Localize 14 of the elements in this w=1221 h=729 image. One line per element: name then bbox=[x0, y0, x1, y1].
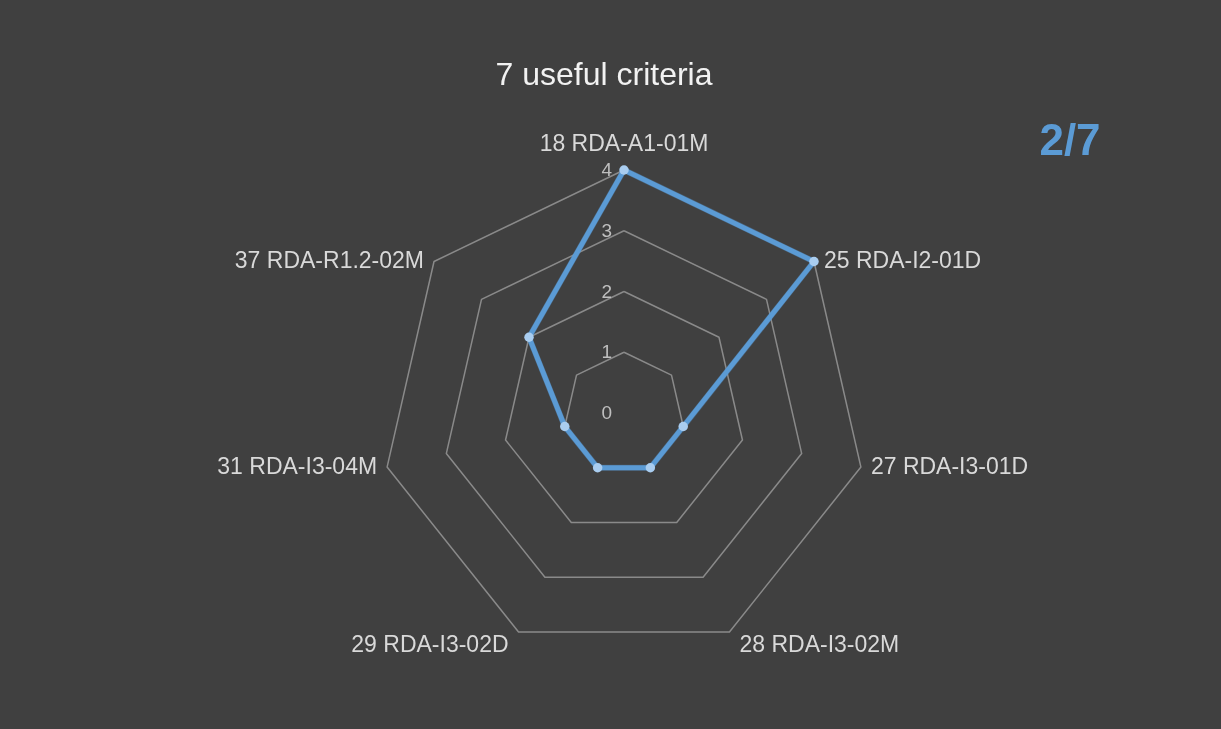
spoke-label: 27 RDA-I3-01D bbox=[870, 453, 1029, 480]
y-tick-label: 0 bbox=[601, 402, 612, 423]
y-tick-label: 3 bbox=[601, 219, 612, 241]
spoke-label: 37 RDA-R1.2-02M bbox=[234, 247, 425, 274]
text: 2/7 bbox=[1039, 115, 1101, 164]
spoke-label: 31 RDA-I3-04M bbox=[217, 453, 378, 480]
y-tick-label: 1 bbox=[601, 341, 612, 363]
y-tick-label: 4 bbox=[601, 159, 613, 180]
y-tick-label: 2 bbox=[601, 280, 612, 302]
spoke-label: 28 RDA-I3-02M bbox=[739, 630, 900, 657]
spoke-label: 18 RDA-A1-01M bbox=[539, 130, 709, 156]
chart-title: 7 useful criteria bbox=[495, 56, 713, 92]
spoke-label: 25 RDA-I2-01D bbox=[823, 247, 982, 274]
spoke-label: 29 RDA-I3-02D bbox=[351, 630, 509, 657]
